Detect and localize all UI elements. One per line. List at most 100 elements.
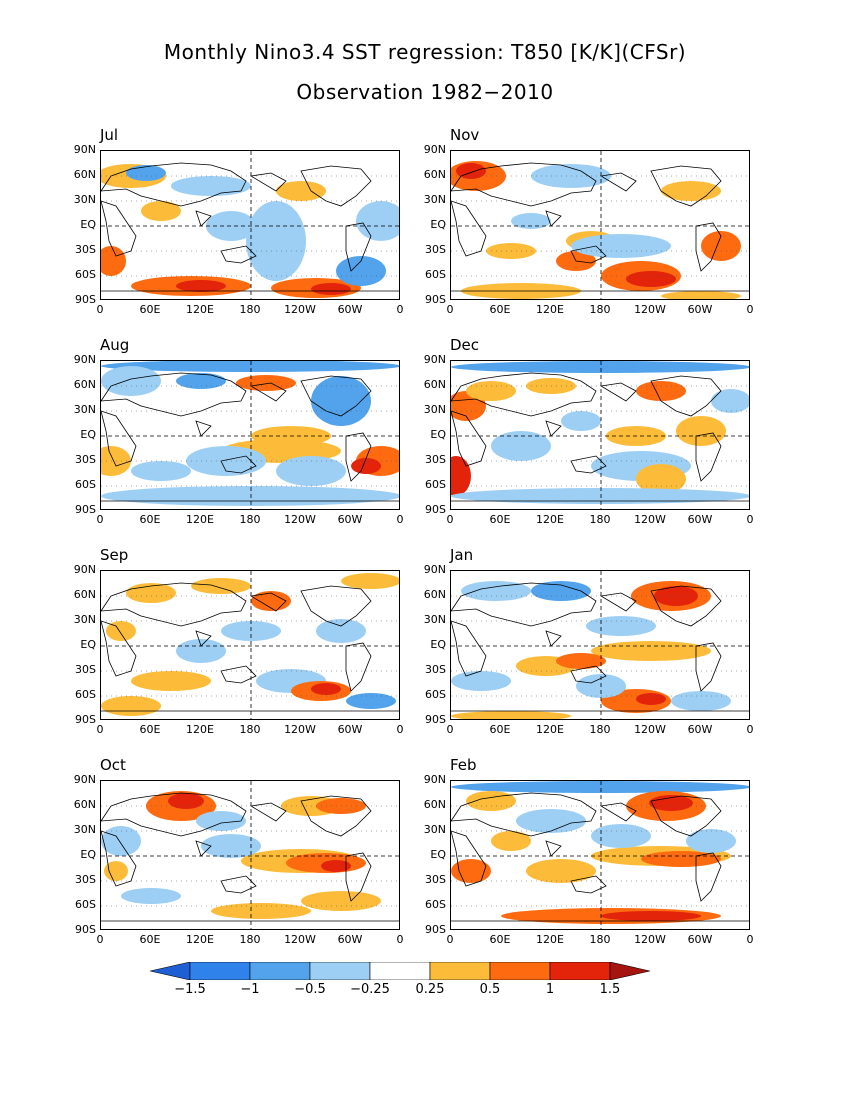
lon-tick-label: 60W [337, 303, 363, 316]
lon-tick-label: 60W [687, 513, 713, 526]
lon-tick-label: 60E [139, 303, 161, 316]
lon-tick-label: 0 [96, 303, 104, 316]
anomaly-region [516, 809, 586, 833]
coastline [650, 375, 722, 417]
lon-tick-label: 60W [687, 723, 713, 736]
colorbar-segment [309, 962, 371, 980]
anomaly-region [101, 366, 161, 396]
anomaly-region [491, 831, 531, 851]
anomaly-region [601, 911, 701, 921]
coastline [300, 585, 372, 627]
lat-tick-label: 60S [425, 688, 446, 701]
lat-tick-label: 30N [73, 403, 96, 416]
lat-tick-label: 60S [425, 898, 446, 911]
lon-tick-label: 60E [489, 723, 511, 736]
coastline [195, 420, 212, 437]
anomaly-region [131, 671, 211, 691]
coastline [451, 582, 597, 627]
anomaly-region [451, 671, 511, 691]
coastline [249, 802, 287, 822]
anomaly-region [661, 291, 741, 299]
coastline [101, 792, 247, 837]
anomaly-region [586, 616, 656, 636]
anomaly-region [168, 793, 204, 809]
lat-tick-label: 60S [75, 268, 96, 281]
anomaly-region [101, 696, 161, 716]
lat-tick-label: 90S [75, 503, 96, 516]
anomaly-region [126, 165, 166, 181]
lon-tick-label: 0 [446, 513, 454, 526]
map-panel [450, 360, 750, 510]
lat-tick-label: 30S [75, 243, 96, 256]
lon-tick-label: 120W [284, 513, 316, 526]
lat-tick-label: 60N [423, 798, 446, 811]
lat-tick-label: 60N [73, 378, 96, 391]
lon-tick-label: 0 [96, 513, 104, 526]
panel-title: Aug [100, 336, 130, 354]
coastline [300, 165, 372, 207]
lon-tick-label: 60E [489, 933, 511, 946]
lat-tick-label: 90S [425, 713, 446, 726]
lat-tick-label: 30N [73, 823, 96, 836]
panel-title: Feb [450, 756, 477, 774]
coastline [451, 372, 597, 417]
lat-tick-label: 90S [425, 293, 446, 306]
anomaly-region [141, 201, 181, 221]
colorbar-tick-label: 1 [545, 982, 555, 997]
anomaly-region [556, 653, 606, 669]
lon-tick-label: 0 [446, 303, 454, 316]
anomaly-region [176, 280, 226, 292]
lon-tick-label: 0 [96, 723, 104, 736]
anomaly-region [196, 811, 246, 831]
anomaly-region [311, 683, 341, 695]
lon-tick-label: 120E [536, 513, 564, 526]
anomaly-region [526, 859, 596, 883]
lat-tick-label: 30S [75, 453, 96, 466]
anomaly-region [451, 859, 491, 883]
coastline [570, 875, 607, 894]
lat-tick-label: 30N [423, 823, 446, 836]
lat-tick-label: EQ [430, 218, 446, 231]
colorbar [150, 962, 651, 980]
anomaly-region [246, 201, 306, 281]
lon-tick-label: 60E [139, 933, 161, 946]
lat-tick-label: 90S [75, 713, 96, 726]
lat-tick-label: 30S [425, 873, 446, 886]
anomaly-region [276, 456, 346, 486]
map-panel [100, 780, 400, 930]
panel-title: Nov [450, 126, 480, 144]
anomaly-region [451, 781, 749, 793]
lon-tick-label: 120E [186, 723, 214, 736]
lon-tick-label: 120E [186, 513, 214, 526]
lon-tick-label: 120E [186, 933, 214, 946]
lat-tick-label: 90S [75, 293, 96, 306]
lon-tick-label: 120W [634, 723, 666, 736]
coastline [195, 210, 212, 227]
lat-tick-label: 90N [423, 773, 446, 786]
anomaly-region [121, 888, 181, 904]
anomaly-region [461, 581, 531, 601]
colorbar-segment [189, 962, 251, 980]
coastline [220, 245, 257, 264]
lat-tick-label: EQ [430, 428, 446, 441]
anomaly-region [466, 791, 516, 811]
anomaly-region [101, 246, 126, 276]
lat-tick-label: 30S [75, 663, 96, 676]
lon-tick-label: 120W [634, 513, 666, 526]
anomaly-region [636, 693, 666, 705]
lon-tick-label: 60E [489, 513, 511, 526]
anomaly-region [101, 826, 141, 856]
coastline [195, 840, 212, 857]
map-field [101, 781, 399, 929]
colorbar-segment [489, 962, 551, 980]
map-field [101, 571, 399, 719]
anomaly-region [626, 271, 676, 287]
lon-tick-label: 60E [489, 303, 511, 316]
map-field [451, 781, 749, 929]
coastline [451, 200, 487, 257]
coastline [249, 592, 287, 612]
anomaly-region [451, 711, 571, 719]
coastline [345, 642, 372, 692]
coastline [249, 172, 287, 192]
lon-tick-label: 60W [687, 303, 713, 316]
